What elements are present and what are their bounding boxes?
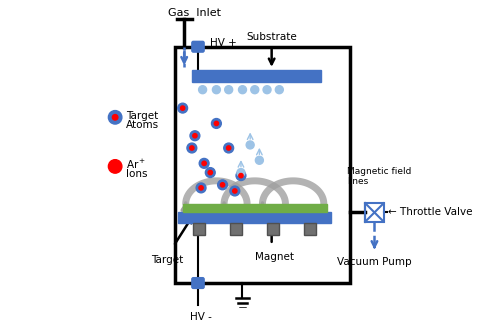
Bar — [178, 212, 331, 223]
Circle shape — [199, 186, 203, 190]
Text: Ions: Ions — [126, 169, 147, 179]
Circle shape — [239, 174, 243, 178]
Circle shape — [275, 86, 283, 94]
Circle shape — [214, 121, 218, 126]
Circle shape — [178, 103, 188, 113]
Circle shape — [206, 168, 215, 177]
Circle shape — [196, 183, 206, 193]
Bar — [304, 223, 316, 235]
Circle shape — [233, 189, 237, 193]
Text: HV +: HV + — [210, 38, 237, 48]
FancyBboxPatch shape — [192, 41, 204, 52]
Circle shape — [227, 146, 231, 150]
Circle shape — [112, 115, 118, 120]
Bar — [175, 47, 350, 283]
FancyBboxPatch shape — [192, 278, 204, 289]
Text: Target: Target — [126, 111, 158, 121]
Circle shape — [239, 86, 247, 94]
Circle shape — [108, 160, 122, 173]
Circle shape — [218, 180, 227, 190]
Circle shape — [246, 141, 254, 149]
Text: Substrate: Substrate — [247, 32, 297, 42]
Circle shape — [190, 131, 200, 141]
Text: Magnet: Magnet — [255, 252, 294, 262]
Circle shape — [220, 183, 225, 187]
Circle shape — [199, 158, 209, 168]
Circle shape — [199, 86, 206, 94]
Circle shape — [230, 186, 240, 196]
Circle shape — [108, 110, 122, 124]
Bar — [193, 223, 205, 235]
Text: Target: Target — [151, 255, 183, 265]
Circle shape — [251, 86, 259, 94]
Text: Gas  Inlet: Gas Inlet — [168, 8, 221, 18]
Circle shape — [224, 143, 234, 153]
Text: Magnetic field
lines: Magnetic field lines — [347, 166, 411, 186]
Bar — [267, 223, 279, 235]
Circle shape — [202, 161, 206, 166]
Text: Vacuum Pump: Vacuum Pump — [337, 257, 412, 267]
Circle shape — [225, 86, 233, 94]
Circle shape — [211, 118, 221, 128]
Circle shape — [263, 86, 271, 94]
Bar — [365, 203, 384, 222]
Circle shape — [236, 171, 246, 181]
Circle shape — [212, 86, 220, 94]
Circle shape — [193, 134, 197, 138]
Text: HV -: HV - — [190, 312, 212, 322]
Bar — [192, 70, 321, 82]
Circle shape — [255, 156, 263, 164]
Circle shape — [190, 146, 194, 150]
Circle shape — [208, 170, 212, 175]
Text: ← Throttle Valve: ← Throttle Valve — [388, 207, 473, 217]
Bar — [183, 204, 327, 213]
Circle shape — [187, 143, 197, 153]
Bar — [230, 223, 242, 235]
Circle shape — [180, 106, 185, 110]
Text: Ar$^+$: Ar$^+$ — [126, 158, 146, 171]
Circle shape — [237, 168, 245, 176]
Text: Atoms: Atoms — [126, 120, 159, 130]
